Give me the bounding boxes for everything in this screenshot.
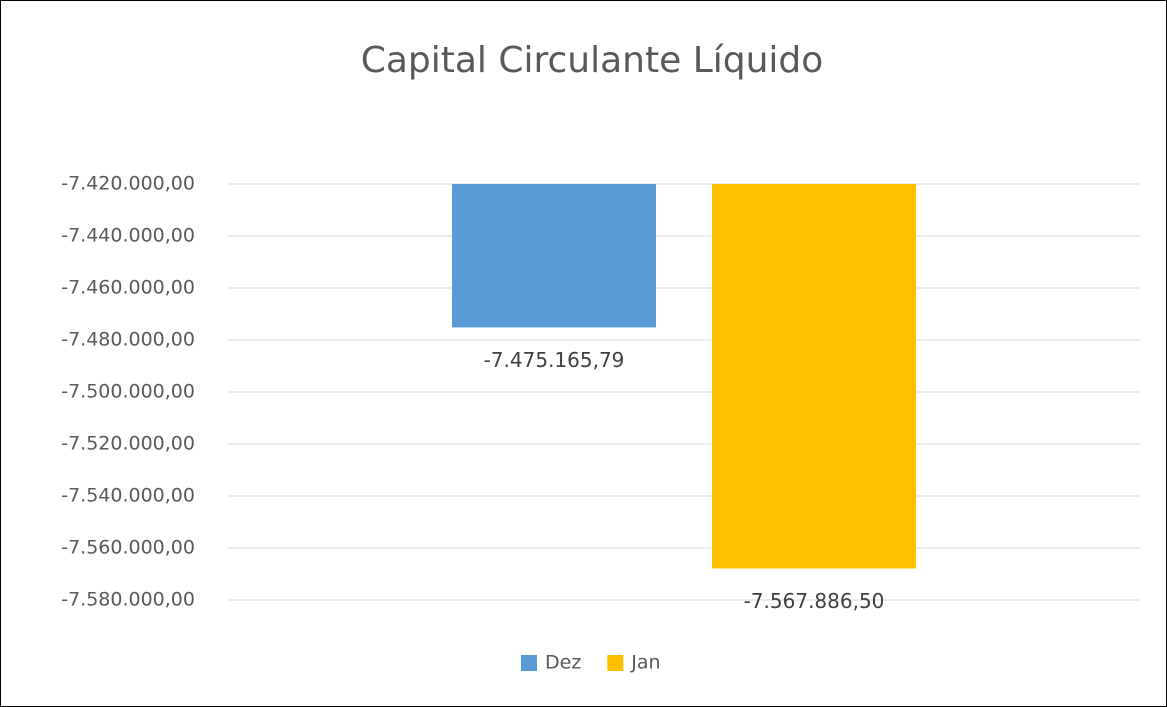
legend-swatch [607,655,624,671]
y-tick-label: -7.460.000,00 [61,277,195,299]
legend-label: Dez [545,652,581,674]
chart-title: Capital Circulante Líquido [361,40,824,81]
legend-swatch [521,655,537,671]
y-tick-label: -7.580.000,00 [61,589,195,611]
data-label: -7.567.886,50 [744,589,885,613]
y-tick-label: -7.500.000,00 [61,381,195,403]
y-tick-label: -7.560.000,00 [61,537,195,559]
y-tick-label: -7.540.000,00 [61,485,195,507]
legend-label: Jan [630,652,660,674]
bar [712,184,916,569]
y-tick-label: -7.420.000,00 [61,173,195,195]
y-tick-label: -7.480.000,00 [61,329,195,351]
y-tick-label: -7.520.000,00 [61,433,195,455]
data-label: -7.475.165,79 [484,348,625,372]
bar [452,184,656,328]
y-tick-label: -7.440.000,00 [61,225,195,247]
